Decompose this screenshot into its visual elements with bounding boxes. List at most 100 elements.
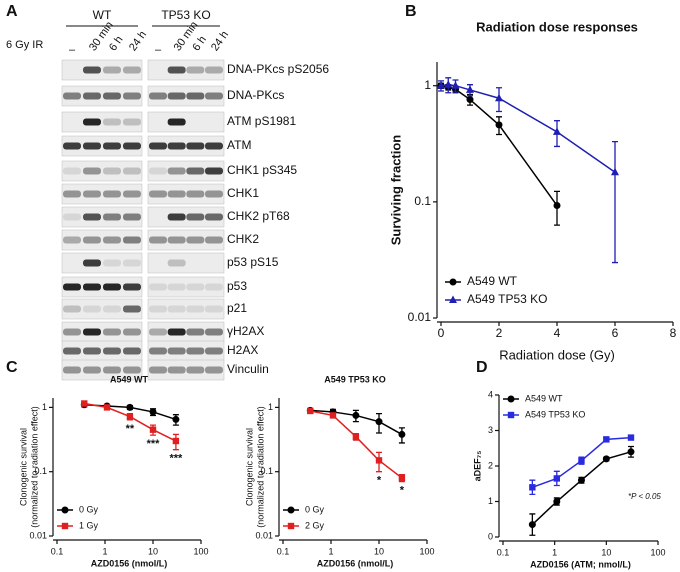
- blot-band: [186, 328, 205, 336]
- blot-band: [83, 366, 101, 374]
- marker: [611, 167, 619, 176]
- blot-band: [149, 366, 167, 374]
- blot-strip: [61, 298, 143, 320]
- legend-label: A549 TP53 KO: [525, 409, 585, 419]
- blot-band: [167, 366, 186, 374]
- blot-band: [186, 190, 205, 198]
- blot-band: [149, 305, 167, 313]
- y-tick-label: 0.1: [414, 194, 431, 208]
- x-tick-label: 1: [552, 547, 557, 557]
- blot-band: [103, 213, 121, 221]
- marker: [375, 457, 383, 464]
- blot-band: [123, 118, 141, 126]
- row-label: CHK1 pS345: [227, 163, 297, 177]
- blot-band: [205, 190, 223, 198]
- lane-label: 6 h: [190, 34, 209, 53]
- blot-strip: [61, 229, 143, 251]
- blot-band: [83, 190, 101, 198]
- blot-band: [167, 305, 186, 313]
- blot-band: [205, 92, 223, 100]
- blot-band: [149, 167, 167, 175]
- marker: [81, 400, 88, 407]
- blot-band: [103, 236, 121, 244]
- blot-strip: [147, 298, 225, 320]
- blot-band: [103, 259, 121, 267]
- marker: [507, 395, 515, 403]
- x-axis-title: AZD0156 (nmol/L): [317, 558, 394, 568]
- blot-band: [186, 366, 205, 374]
- marker: [352, 433, 360, 440]
- x-axis-title: AZD0156 (ATM; nmol/L): [530, 559, 631, 569]
- blot-band: [186, 66, 205, 74]
- group-label: TP53 KO: [161, 8, 210, 22]
- note: *P < 0.05: [628, 492, 661, 501]
- blot-band: [205, 142, 223, 150]
- blot-band: [205, 66, 223, 74]
- blot-band: [186, 305, 205, 313]
- blot-band: [167, 213, 186, 221]
- y-tick-label: 0.1: [34, 466, 47, 476]
- blot-band: [123, 236, 141, 244]
- blot-band: [149, 190, 167, 198]
- significance-label: *: [377, 475, 382, 487]
- marker: [466, 96, 474, 104]
- legend-label: A549 WT: [467, 274, 518, 288]
- blot-band: [83, 92, 101, 100]
- blot-band: [149, 142, 167, 150]
- blot-band: [205, 305, 223, 313]
- blot-band: [186, 142, 205, 150]
- blot-band: [205, 236, 223, 244]
- blot-band: [63, 92, 81, 100]
- error-bar: [612, 140, 618, 264]
- blot-band: [167, 328, 186, 336]
- y-tick-label: 0: [488, 531, 493, 541]
- marker: [172, 437, 180, 445]
- blot-strip: [61, 59, 143, 81]
- blot-band: [63, 283, 81, 291]
- y-tick-label: 1: [424, 78, 431, 92]
- blot-strip: [147, 206, 225, 228]
- blot-strip: [61, 252, 143, 274]
- blot-band: [205, 347, 223, 355]
- blot-band: [103, 366, 121, 374]
- blot-strip: [61, 206, 143, 228]
- blot-band: [83, 347, 101, 355]
- blot-band: [123, 328, 141, 336]
- y-axis-title: Clonogenic survival: [244, 428, 254, 506]
- blot-band: [83, 142, 101, 150]
- significance-label: ***: [169, 453, 183, 465]
- marker: [553, 498, 561, 505]
- marker: [529, 484, 536, 491]
- blot-band: [167, 66, 186, 74]
- blot-band: [123, 347, 141, 355]
- blot-strip: [147, 85, 225, 107]
- legend-label: 2 Gy: [305, 520, 325, 530]
- chart-title: Radiation dose responses: [476, 19, 638, 34]
- blot-band: [83, 167, 101, 175]
- marker: [553, 475, 561, 482]
- marker: [578, 457, 585, 464]
- blot-band: [83, 118, 101, 126]
- blot-band: [103, 142, 121, 150]
- blot-band: [149, 328, 167, 336]
- lane-label: 24 h: [127, 29, 149, 53]
- row-label: p53: [227, 279, 247, 293]
- marker: [466, 85, 474, 93]
- marker: [61, 522, 69, 530]
- lane-label: –: [155, 44, 162, 56]
- blot-band: [123, 66, 141, 74]
- y-tick-label: 1: [488, 496, 493, 506]
- blot-band: [123, 190, 141, 198]
- legend-label: 1 Gy: [79, 520, 99, 530]
- blot-band: [103, 167, 121, 175]
- blot-band: [123, 283, 141, 291]
- blot-band: [123, 213, 141, 221]
- blot-strip: [61, 85, 143, 107]
- blot-band: [63, 366, 81, 374]
- x-tick-label: 100: [419, 546, 434, 556]
- y-axis-title: (normalized to radiation effect): [255, 406, 265, 527]
- blot-strip: [147, 252, 225, 274]
- x-tick-label: 10: [374, 546, 384, 556]
- x-axis-title: AZD0156 (nmol/L): [91, 558, 168, 568]
- chart-title: A549 TP53 KO: [324, 374, 386, 384]
